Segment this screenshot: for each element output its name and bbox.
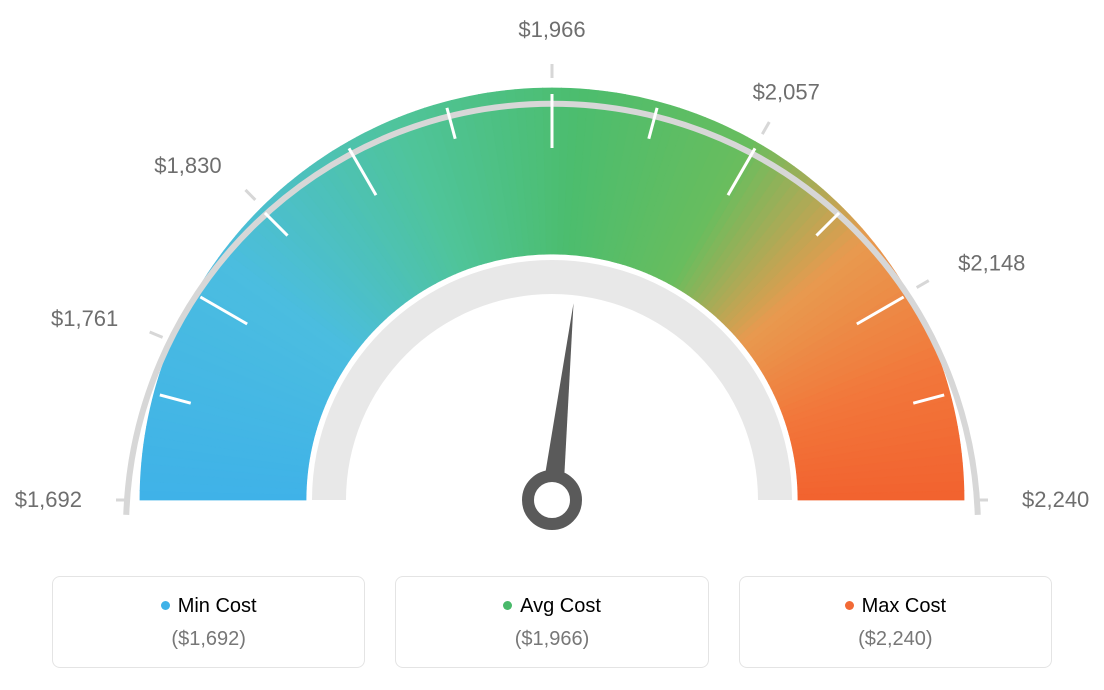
gauge-needle-hub xyxy=(528,476,576,524)
tick-label: $1,761 xyxy=(51,306,118,331)
tick-label: $2,148 xyxy=(958,250,1025,275)
tick-label: $1,692 xyxy=(15,487,82,512)
tick-label: $1,830 xyxy=(154,153,221,178)
legend-max-label: Max Cost xyxy=(750,595,1041,618)
tick-label: $1,966 xyxy=(518,17,585,42)
legend-max-value: ($2,240) xyxy=(750,628,1041,651)
legend-row: Min Cost ($1,692) Avg Cost ($1,966) Max … xyxy=(52,576,1052,668)
legend-avg: Avg Cost ($1,966) xyxy=(395,576,708,668)
legend-min: Min Cost ($1,692) xyxy=(52,576,365,668)
legend-max: Max Cost ($2,240) xyxy=(739,576,1052,668)
legend-avg-value: ($1,966) xyxy=(406,628,697,651)
legend-min-value: ($1,692) xyxy=(63,628,354,651)
legend-avg-label: Avg Cost xyxy=(406,595,697,618)
tick-label: $2,240 xyxy=(1022,487,1089,512)
tick-label: $2,057 xyxy=(753,80,820,105)
legend-min-label: Min Cost xyxy=(63,595,354,618)
gauge-chart: $1,692 $1,761 $1,830 $1,966 $2,057 $2,148 $2,2… xyxy=(0,0,1104,560)
